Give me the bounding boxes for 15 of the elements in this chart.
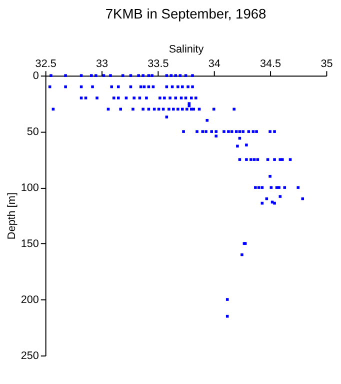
y-tick-label: 250 bbox=[20, 350, 39, 362]
x-tick-label: 32.5 bbox=[35, 58, 56, 70]
x-axis-title: Salinity bbox=[168, 43, 204, 56]
x-tick-label: 33 bbox=[96, 58, 108, 70]
x-tick-label: 33.5 bbox=[148, 58, 169, 70]
x-tick-label: 34.5 bbox=[260, 58, 282, 70]
y-tick-label: 0 bbox=[32, 70, 39, 82]
y-tick-label: 200 bbox=[20, 294, 39, 306]
y-tick-label: 150 bbox=[20, 238, 39, 250]
chart-title: 7KMB in September, 1968 bbox=[105, 6, 267, 22]
y-tick-label: 100 bbox=[20, 182, 39, 194]
x-tick-label: 34 bbox=[208, 58, 220, 70]
x-tick-label: 35 bbox=[320, 58, 333, 70]
y-axis-title: Depth [m] bbox=[6, 192, 18, 240]
y-tick-label: 50 bbox=[26, 126, 39, 138]
